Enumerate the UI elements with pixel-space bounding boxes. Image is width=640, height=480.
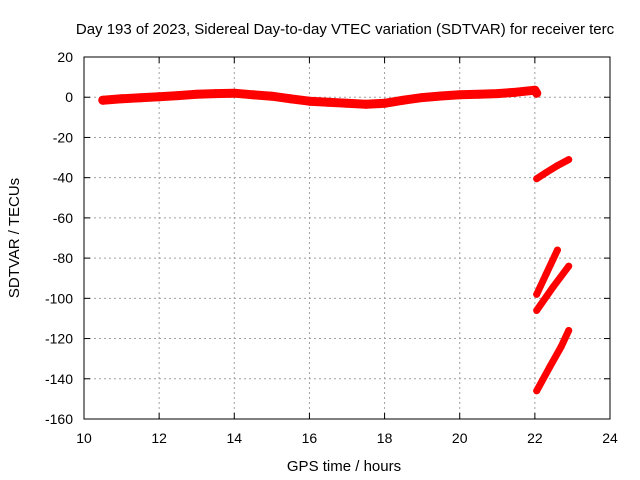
data-point (417, 93, 427, 103)
data-point (546, 363, 554, 371)
plot-frame (83, 56, 611, 420)
data-point (532, 88, 542, 98)
x-tick-label: 10 (76, 430, 92, 446)
y-tick-label: -160 (45, 411, 73, 427)
y-tick-label: -20 (53, 129, 73, 145)
data-point (455, 90, 465, 100)
data-point (533, 387, 541, 395)
data-point (229, 88, 239, 98)
y-tick-label: -120 (45, 331, 73, 347)
data-point (533, 290, 541, 298)
x-tick-label: 14 (226, 430, 242, 446)
data-point (553, 246, 561, 254)
x-tick-label: 12 (151, 430, 167, 446)
data-point (565, 262, 573, 270)
data-point (511, 87, 521, 97)
y-tick-label: 20 (57, 49, 73, 65)
data-point (304, 96, 314, 106)
data-point (542, 169, 550, 177)
data-point (474, 89, 483, 99)
x-tick-label: 18 (377, 430, 393, 446)
data-point (98, 95, 108, 105)
chart-title: Day 193 of 2023, Sidereal Day-to-day VTE… (76, 21, 615, 38)
data-point (323, 97, 333, 107)
data-point (533, 175, 541, 183)
data-point (398, 95, 408, 105)
y-tick-label: -100 (45, 290, 73, 306)
data-point (173, 91, 183, 101)
axis-ticks: 10 12 14 16 18 20 22 24 -160 -140 -120 -100 -80 -60 -4… (45, 49, 618, 446)
data-point (117, 94, 127, 104)
data-point (135, 93, 145, 103)
y-tick-label: -140 (45, 371, 73, 387)
x-tick-label: 24 (602, 430, 618, 446)
grid (84, 57, 610, 419)
data-series-2 (533, 156, 573, 183)
data-point (380, 98, 390, 108)
x-tick-label: 16 (302, 430, 318, 446)
data-point (436, 91, 446, 101)
data-point (248, 90, 258, 100)
data-point (286, 94, 296, 104)
data-point (154, 92, 164, 102)
y-axis-label: SDTVAR / TECUs (6, 178, 23, 298)
y-tick-label: 0 (65, 89, 73, 105)
x-tick-label: 22 (527, 430, 543, 446)
data-point (565, 156, 573, 164)
data-point (211, 89, 220, 99)
data-point (267, 91, 277, 101)
y-tick-label: -40 (53, 170, 73, 186)
data-point (492, 89, 502, 99)
y-tick-label: -60 (53, 210, 73, 226)
data-point (565, 327, 573, 334)
x-tick-label: 20 (452, 430, 468, 446)
data-series-5 (533, 327, 573, 395)
data-point (192, 89, 202, 99)
data-point (361, 99, 371, 109)
data-series (98, 85, 573, 395)
y-tick-label: -80 (53, 250, 73, 266)
data-point (533, 306, 541, 314)
data-point (550, 282, 558, 290)
data-point (557, 343, 565, 351)
data-point (542, 270, 550, 278)
x-axis-label: GPS time / hours (287, 458, 401, 475)
data-point (342, 98, 352, 108)
data-point (553, 162, 561, 170)
